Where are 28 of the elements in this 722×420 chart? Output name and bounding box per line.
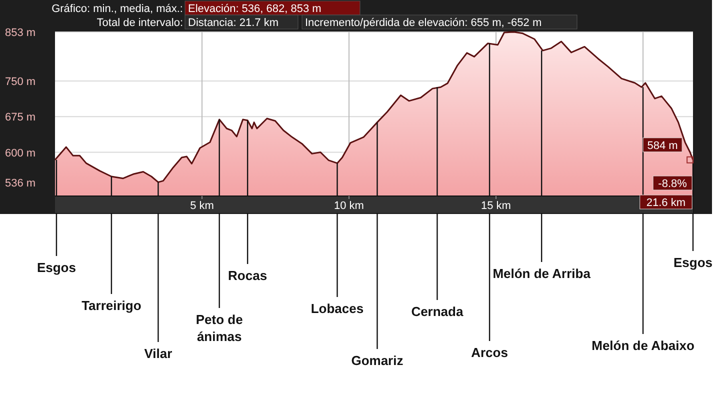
text: Total de intervalo: [96, 17, 183, 29]
text: Distancia: 21.7 km [188, 17, 278, 29]
annotation: -8.8% [658, 178, 688, 190]
annotation: Cernada [411, 304, 464, 319]
annotation: Tarreirigo [82, 298, 142, 313]
y-tick-label: 600 m [5, 147, 36, 160]
y-tick-label: 675 m [5, 112, 36, 124]
text: Gráfico: min., media, máx.: [52, 3, 183, 15]
annotation: Gomariz [351, 353, 404, 368]
x-tick-label: 15 km [481, 200, 511, 212]
x-tick-label: 5 km [190, 200, 214, 212]
text: Incremento/pérdida de elevación: 655 m, -652 m [305, 17, 542, 29]
text: 21.6 km [646, 197, 686, 209]
annotation: Melón de Arriba [492, 266, 592, 281]
annotation: Arcos [471, 345, 508, 360]
annotation: Rocas [228, 268, 268, 283]
y-tick-label: 536 m [5, 178, 36, 190]
annotation: 584 m [647, 140, 678, 152]
annotation: Esgos [673, 255, 713, 270]
annotation: Vilar [144, 346, 172, 361]
annotation: Esgos [36, 260, 76, 275]
annotation: Peto de ánimas [196, 312, 243, 344]
y-tick-label: 853 m [5, 27, 36, 39]
text: Elevación: 536, 682, 853 m [188, 3, 322, 15]
y-tick-label: 750 m [5, 76, 36, 88]
annotation: Lobaces [310, 301, 364, 316]
x-tick-label: 10 km [334, 200, 364, 212]
annotation: Melón de Abaixo [592, 338, 694, 353]
